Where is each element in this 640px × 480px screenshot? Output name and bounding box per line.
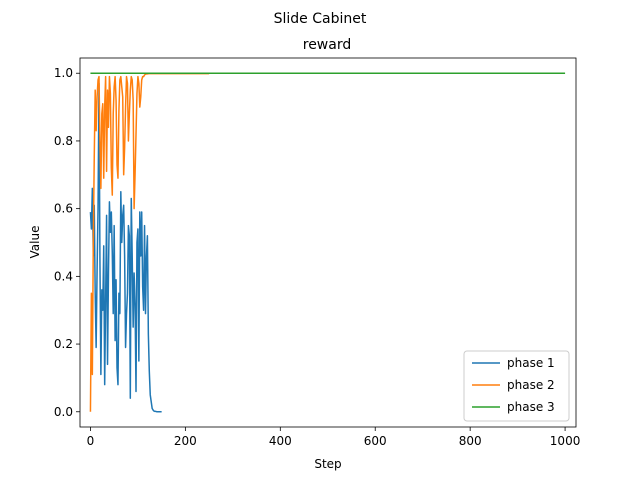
y-tick-label: 0.4 bbox=[54, 269, 73, 283]
legend: phase 1 phase 2 phase 3 bbox=[463, 350, 570, 422]
chart-title: reward bbox=[303, 37, 352, 53]
series-layer bbox=[89, 72, 566, 413]
x-tick-label: 600 bbox=[364, 434, 387, 448]
x-tick-label: 800 bbox=[459, 434, 482, 448]
x-tick-label: 0 bbox=[87, 434, 95, 448]
series-line-phase-2 bbox=[89, 72, 210, 412]
chart-suptitle: Slide Cabinet bbox=[274, 11, 367, 27]
plot-frame bbox=[79, 57, 577, 428]
y-tick-label: 1.0 bbox=[54, 66, 73, 80]
x-tick-label: 200 bbox=[174, 434, 197, 448]
legend-label-phase-2: phase 2 bbox=[507, 378, 555, 392]
x-axis-label: Step bbox=[314, 457, 341, 471]
legend-box bbox=[463, 350, 570, 422]
y-axis: 0.0 0.2 0.4 0.6 0.8 1.0 bbox=[54, 66, 80, 419]
legend-label-phase-1: phase 1 bbox=[507, 356, 555, 370]
y-axis-label: Value bbox=[28, 226, 42, 259]
y-tick-label: 0.6 bbox=[54, 202, 73, 216]
x-axis: 0 200 400 600 800 1000 bbox=[87, 427, 581, 448]
x-tick-label: 1000 bbox=[550, 434, 581, 448]
y-tick-label: 0.2 bbox=[54, 337, 73, 351]
y-tick-label: 0.8 bbox=[54, 134, 73, 148]
legend-label-phase-3: phase 3 bbox=[507, 400, 555, 414]
series-line-phase-1 bbox=[89, 82, 162, 413]
y-tick-label: 0.0 bbox=[54, 405, 73, 419]
x-tick-label: 400 bbox=[269, 434, 292, 448]
